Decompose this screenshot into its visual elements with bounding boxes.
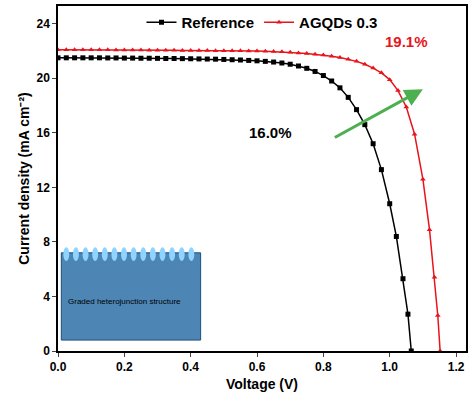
svg-text:16.0%: 16.0% [249,124,292,141]
svg-text:19.1%: 19.1% [385,33,428,50]
svg-text:0.6: 0.6 [249,360,266,374]
svg-text:1.2: 1.2 [448,360,465,374]
svg-text:AGQDs 0.3: AGQDs 0.3 [299,14,377,31]
svg-text:24: 24 [36,17,50,31]
svg-text:0.2: 0.2 [116,360,133,374]
svg-text:Voltage (V): Voltage (V) [226,376,298,392]
svg-text:1.0: 1.0 [381,360,398,374]
svg-text:0.4: 0.4 [182,360,199,374]
svg-text:Current density (mA cm⁻²): Current density (mA cm⁻²) [16,92,32,265]
svg-text:16: 16 [36,126,50,140]
svg-text:20: 20 [36,71,50,85]
svg-text:4: 4 [43,290,50,304]
svg-text:Reference: Reference [182,14,255,31]
svg-text:12: 12 [36,181,50,195]
svg-text:0.0: 0.0 [50,360,67,374]
svg-text:0: 0 [43,344,50,358]
svg-text:Graded heterojunction structur: Graded heterojunction structure [68,297,181,306]
svg-text:0.8: 0.8 [315,360,332,374]
svg-text:8: 8 [43,235,50,249]
